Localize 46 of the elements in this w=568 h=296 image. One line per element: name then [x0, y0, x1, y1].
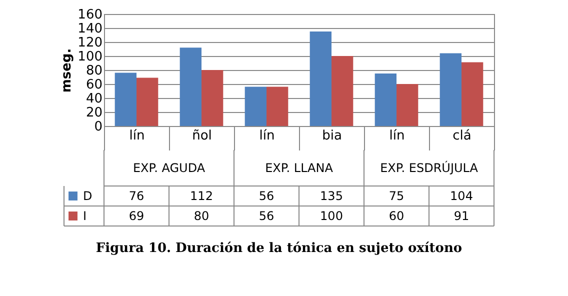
y-tick-label: 0	[94, 120, 102, 134]
x-tick-label: ñol	[192, 128, 212, 144]
bar	[374, 74, 396, 126]
y-tick-label: 20	[86, 106, 102, 120]
x-tick-label: clá	[452, 128, 472, 144]
x-tick-label: lín	[129, 128, 145, 144]
bar	[440, 53, 462, 126]
y-tick-label: 40	[86, 92, 102, 106]
text: EXP. LLANA	[265, 161, 334, 175]
bar	[180, 48, 202, 126]
text: Figura 10. Duración de la tónica en sujeto oxítono	[96, 241, 462, 256]
data-label: 76	[128, 189, 144, 203]
data-label: 80	[194, 209, 210, 223]
data-label: 104	[450, 189, 473, 203]
bar	[462, 62, 484, 126]
bar	[310, 32, 332, 126]
x-tick-label: lín	[389, 128, 405, 144]
y-tick-label: 160	[78, 8, 102, 22]
data-label: 56	[258, 209, 274, 223]
data-label: 56	[258, 189, 274, 203]
y-axis-title: mseg.	[60, 48, 75, 93]
text: EXP. ESDRÚJULA	[380, 160, 479, 175]
bar	[244, 86, 266, 126]
bar	[396, 84, 418, 126]
legend-label: I	[83, 209, 87, 223]
bar	[332, 56, 354, 126]
x-tick-label: lín	[259, 128, 275, 144]
y-tick-label: 100	[78, 50, 102, 64]
data-label: 100	[320, 209, 343, 223]
bar	[114, 72, 136, 126]
legend-label: D	[83, 189, 92, 203]
data-label: 60	[388, 209, 404, 223]
y-tick-label: 140	[78, 22, 102, 36]
data-label: 69	[128, 209, 144, 223]
bar	[266, 86, 288, 126]
data-label: 135	[320, 189, 343, 203]
data-label: 112	[190, 189, 213, 203]
bar	[202, 70, 224, 126]
x-tick-label: bia	[322, 128, 342, 144]
bar	[136, 78, 158, 126]
y-tick-label: 60	[86, 78, 102, 92]
y-tick-label: 80	[86, 64, 102, 78]
data-label: 91	[454, 209, 470, 223]
y-tick-label: 120	[78, 36, 102, 50]
data-label: 75	[388, 189, 404, 203]
text: EXP. AGUDA	[132, 161, 206, 175]
